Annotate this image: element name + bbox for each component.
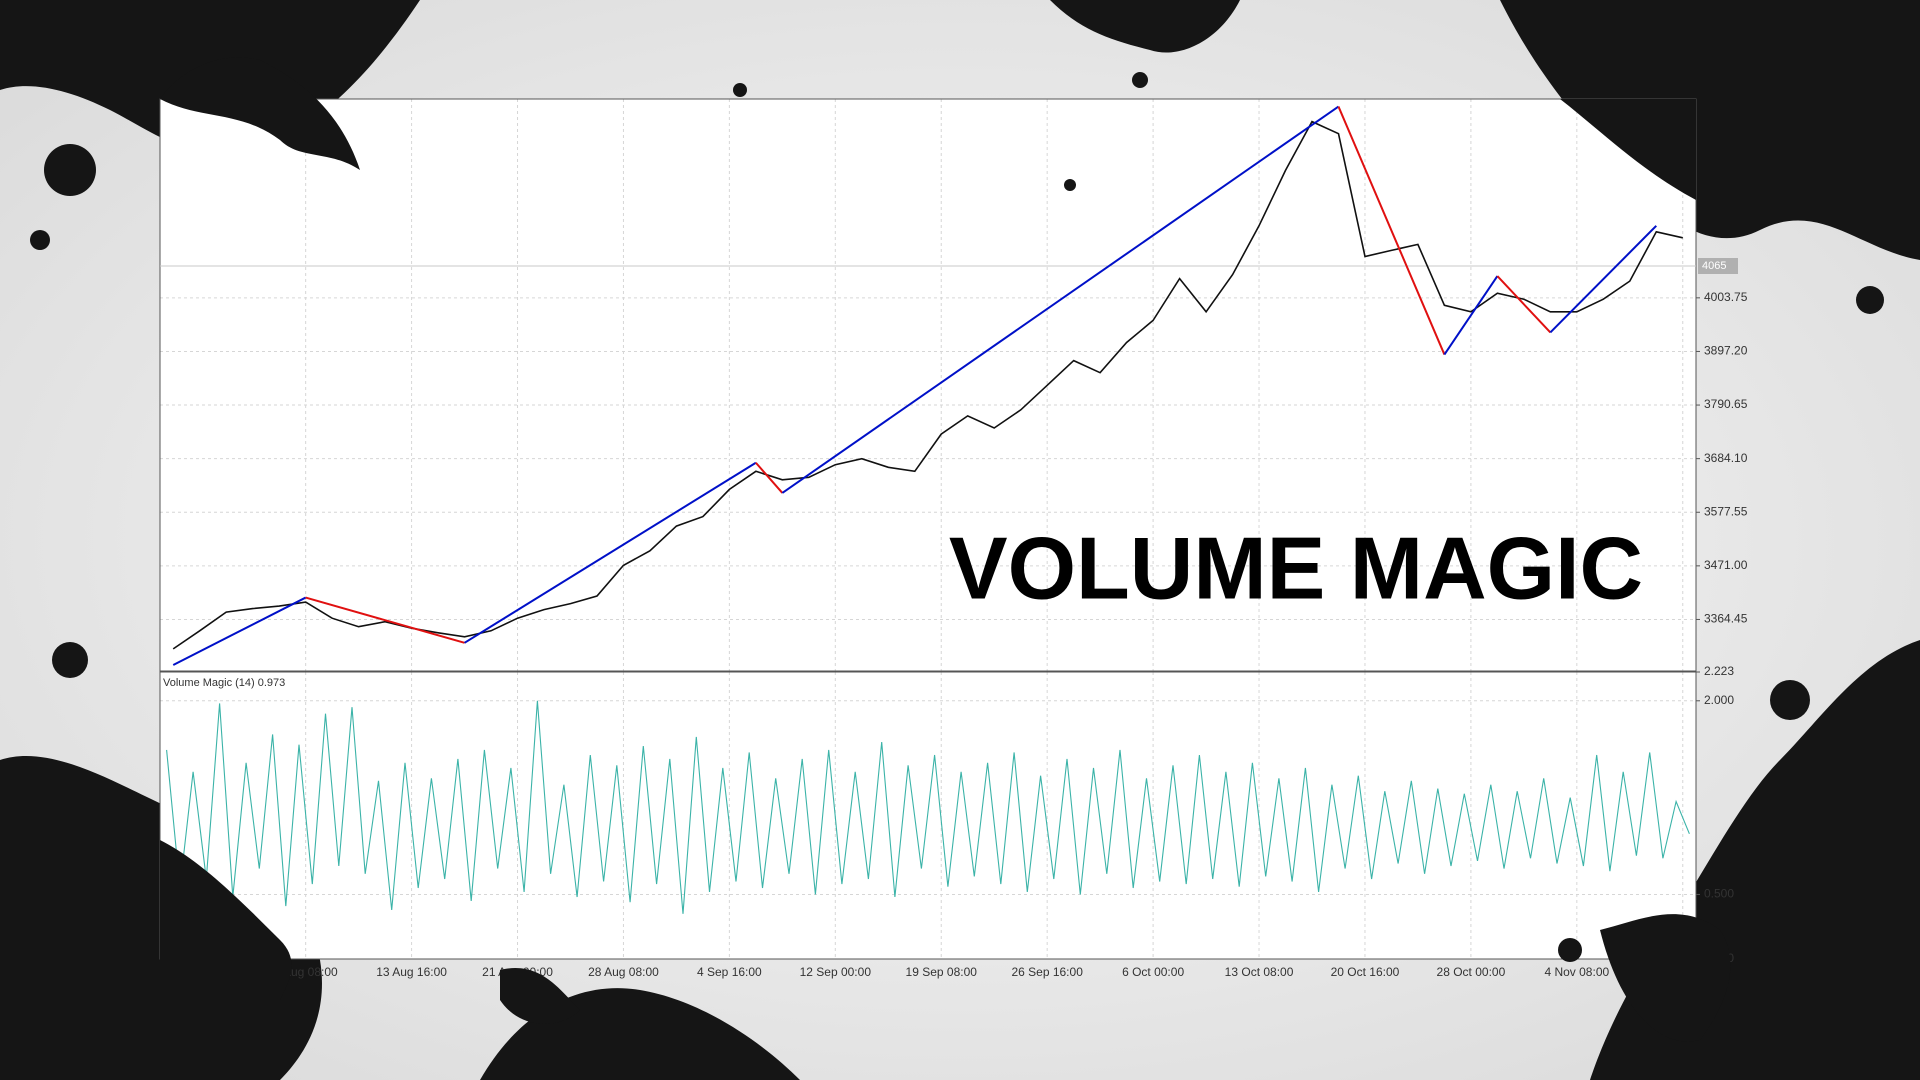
indicator-line (166, 700, 1690, 914)
x-tick-label: 28 Oct 00:00 (1437, 965, 1506, 979)
x-tick-label: 20 Oct 16:00 (1331, 965, 1400, 979)
x-tick-label: 19 Sep 08:00 (906, 965, 978, 979)
y-tick-label: 2.000 (1704, 693, 1734, 707)
y-tick-label: 3471.00 (1704, 558, 1748, 572)
zigzag-leg (172, 596, 307, 666)
x-tick-label: 13 Oct 08:00 (1225, 965, 1294, 979)
x-tick-label: 28 Aug 08:00 (588, 965, 659, 979)
chart-title: VOLUME MAGIC (949, 518, 1643, 617)
x-tick-label: 26 Sep 16:00 (1011, 965, 1083, 979)
y-tick-label: 4003.75 (1704, 290, 1748, 304)
last-price-tag (1698, 258, 1738, 274)
indicator-panel-frame (159, 671, 1697, 960)
y-tick-label: 3684.10 (1704, 451, 1748, 465)
zigzag-leg (305, 596, 465, 644)
y-tick-label: 2.223 (1704, 664, 1734, 678)
ink-splatter-front (160, 57, 1731, 1042)
zigzag-leg (755, 462, 784, 494)
zigzag-leg (1549, 225, 1657, 334)
y-tick-label: 3364.45 (1704, 612, 1748, 626)
x-tick-label: 13 Aug 16:00 (376, 965, 447, 979)
y-tick-label: 3790.65 (1704, 397, 1748, 411)
y-tick-label: 0.500 (1704, 887, 1734, 901)
y-tick-label: 3897.20 (1704, 344, 1748, 358)
indicator-label: Volume Magic (14) 0.973 (163, 677, 285, 689)
x-tick-label: 6 Oct 00:00 (1122, 965, 1184, 979)
x-tick-label: 4 Nov 08:00 (1544, 965, 1609, 979)
price-panel-frame (159, 98, 1697, 672)
zigzag-leg (464, 461, 757, 644)
x-tick-label: 4 Sep 16:00 (697, 965, 762, 979)
last-price-label: 4065 (1702, 260, 1726, 272)
zigzag-leg (781, 105, 1340, 494)
y-tick-label: 3577.55 (1704, 504, 1748, 518)
zigzag-leg (1443, 275, 1499, 356)
chart: 3364.45 3471.00 3577.55 3684.10 3790.65 3897.… (159, 98, 1748, 979)
x-tick-label: 12 Sep 00:00 (800, 965, 872, 979)
zigzag-leg (1496, 275, 1552, 334)
zigzag-leg (1337, 106, 1446, 355)
